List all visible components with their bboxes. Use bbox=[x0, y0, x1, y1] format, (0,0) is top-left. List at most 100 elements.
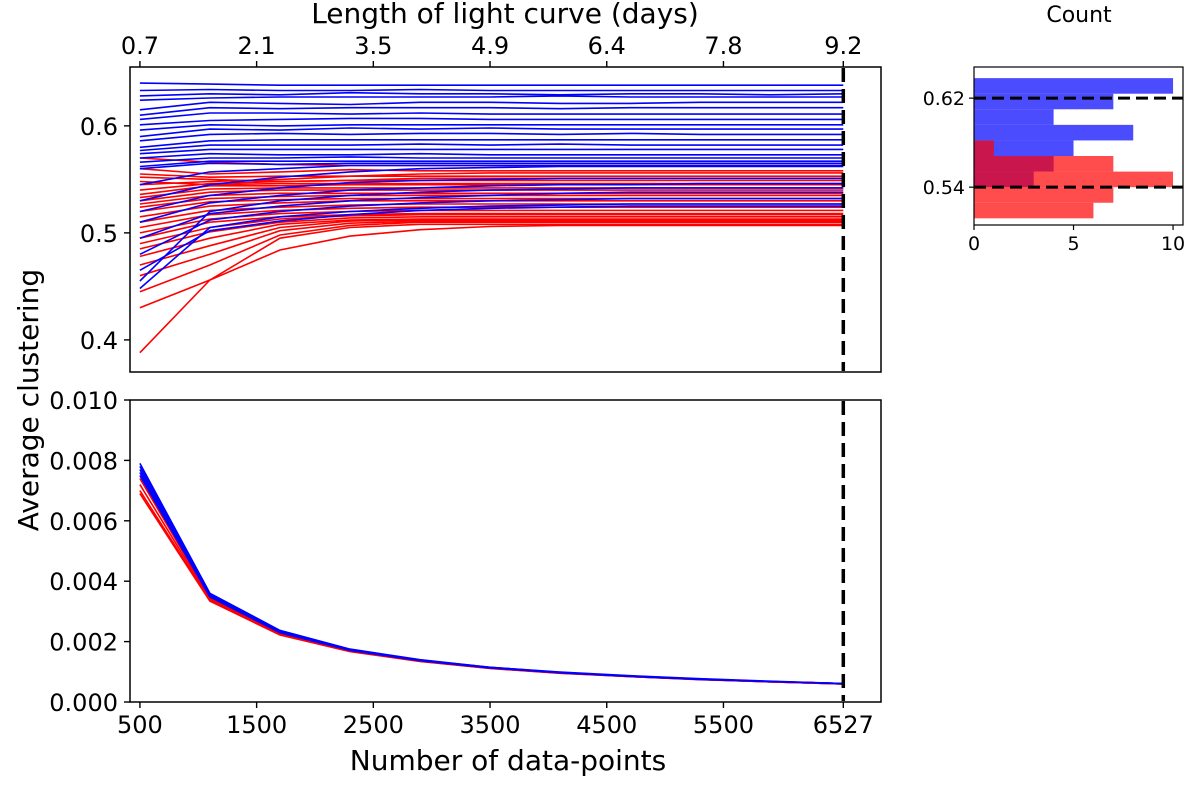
blue-series-24 bbox=[139, 197, 844, 256]
bottom-xtick-label: 3500 bbox=[459, 711, 520, 739]
red-series-21 bbox=[139, 218, 844, 258]
red-series-11 bbox=[139, 192, 844, 205]
top-xtick-label: 0.7 bbox=[121, 32, 159, 60]
blue-series-8 bbox=[139, 117, 844, 126]
red-series-22 bbox=[139, 219, 844, 266]
blue-series-3 bbox=[139, 91, 844, 97]
top-axis-title: Length of light curve (days) bbox=[311, 0, 699, 30]
blue-series-6 bbox=[139, 106, 844, 116]
blue-series-2 bbox=[139, 466, 844, 685]
top-panel: 0.4 0.5 0.6 0.7 2.1 3.5 4.9 6.4 7.8 9.2 Length of… bbox=[80, 0, 882, 373]
blue-series-5 bbox=[139, 101, 844, 111]
bottom-xtick-label: 6527 bbox=[813, 711, 874, 739]
bottom-xtick-label: 5500 bbox=[693, 711, 754, 739]
blue-series-27 bbox=[139, 203, 844, 290]
top-ytick-label: 0.4 bbox=[80, 327, 118, 355]
red-series-2 bbox=[139, 167, 844, 175]
histogram-xtick-label: 5 bbox=[1067, 233, 1079, 255]
top-xtick-label: 4.9 bbox=[471, 32, 509, 60]
red-hist-bar-1 bbox=[974, 202, 1094, 219]
histogram-ytick-label: 0.54 bbox=[923, 177, 965, 199]
red-hist-bar-3 bbox=[974, 171, 1174, 188]
red-series-4 bbox=[139, 493, 844, 685]
histogram-panel: 0.54 0.62 0 5 10 Count bbox=[923, 3, 1185, 255]
y-axis-label: Average clustering bbox=[12, 269, 45, 531]
blue-hist-bar-6 bbox=[974, 124, 1134, 141]
bottom-ytick-label: 0.000 bbox=[49, 689, 118, 717]
blue-series-23 bbox=[139, 191, 844, 239]
bottom-axis-ticks: 0.000 0.002 0.004 0.006 0.008 0.010 500 1500 250… bbox=[49, 387, 874, 739]
blue-series-22 bbox=[139, 182, 844, 223]
bottom-xtick-label: 2500 bbox=[343, 711, 404, 739]
blue-hist-bar-9 bbox=[974, 78, 1174, 94]
bottom-xtick-label: 4500 bbox=[576, 711, 637, 739]
bottom-ytick-label: 0.006 bbox=[49, 508, 118, 536]
red-series-16 bbox=[139, 206, 844, 229]
bottom-ytick-label: 0.008 bbox=[49, 447, 118, 475]
red-series-17 bbox=[139, 209, 844, 234]
bottom-ytick-label: 0.004 bbox=[49, 568, 118, 596]
blue-hist-bar-5 bbox=[974, 140, 1074, 157]
blue-hist-bar-7 bbox=[974, 109, 1054, 125]
bottom-panel: 0.000 0.002 0.004 0.006 0.008 0.010 500 1500 250… bbox=[49, 387, 882, 777]
bottom-plot-frame bbox=[129, 399, 882, 703]
red-series-19 bbox=[139, 213, 844, 245]
red-series-3 bbox=[139, 490, 844, 685]
red-series-18 bbox=[139, 212, 844, 239]
histogram-ytick-label: 0.62 bbox=[923, 88, 965, 110]
blue-series-17 bbox=[139, 160, 844, 168]
blue-series-12 bbox=[139, 139, 844, 149]
blue-series-18 bbox=[139, 162, 844, 170]
blue-series-1 bbox=[139, 463, 844, 685]
top-ytick-label: 0.5 bbox=[80, 220, 118, 248]
red-series-3 bbox=[139, 173, 844, 179]
histogram-title: Count bbox=[1046, 3, 1112, 28]
top-xtick-label: 3.5 bbox=[354, 32, 392, 60]
blue-series-3 bbox=[139, 469, 844, 685]
top-xtick-label: 6.4 bbox=[588, 32, 626, 60]
blue-series-15 bbox=[139, 152, 844, 159]
blue-series-5 bbox=[139, 475, 844, 685]
blue-series-2 bbox=[139, 88, 844, 92]
top-ytick-label: 0.6 bbox=[80, 113, 118, 141]
histogram-xtick-label: 10 bbox=[1161, 233, 1185, 255]
red-series-23 bbox=[139, 220, 844, 277]
red-hist-bar-2 bbox=[974, 187, 1114, 203]
blue-series-13 bbox=[139, 143, 844, 152]
blue-series-14 bbox=[139, 148, 844, 155]
red-hist-bar-5 bbox=[974, 140, 994, 157]
blue-series-19 bbox=[139, 164, 844, 186]
red-series-8 bbox=[139, 183, 844, 196]
histogram-xtick-label: 0 bbox=[968, 233, 980, 255]
blue-series-1 bbox=[139, 82, 844, 86]
histogram-ticks: 0.54 0.62 0 5 10 bbox=[923, 88, 1185, 255]
blue-series-9 bbox=[139, 123, 844, 131]
blue-series-20 bbox=[139, 165, 844, 202]
blue-series-4 bbox=[139, 472, 844, 685]
x-axis-label: Number of data-points bbox=[350, 744, 666, 777]
bottom-xtick-label: 500 bbox=[117, 711, 163, 739]
red-series-25 bbox=[139, 223, 844, 309]
bottom-ytick-label: 0.002 bbox=[49, 629, 118, 657]
blue-series-10 bbox=[139, 127, 844, 138]
blue-series-11 bbox=[139, 132, 844, 142]
blue-series-25 bbox=[139, 205, 844, 271]
bottom-xtick-label: 1500 bbox=[226, 711, 287, 739]
histogram-bars bbox=[974, 78, 1174, 219]
blue-hist-bar-8 bbox=[974, 93, 1114, 110]
blue-series-21 bbox=[139, 177, 844, 213]
top-plot-frame bbox=[129, 66, 882, 373]
histogram-frame bbox=[973, 66, 1184, 226]
red-series-26 bbox=[139, 224, 844, 354]
red-hist-bar-4 bbox=[974, 156, 1114, 172]
red-series-24 bbox=[139, 221, 844, 293]
top-xtick-label: 7.8 bbox=[704, 32, 742, 60]
blue-series-16 bbox=[139, 156, 844, 163]
top-xtick-label: 9.2 bbox=[824, 32, 862, 60]
red-series-20 bbox=[139, 216, 844, 250]
top-xtick-label: 2.1 bbox=[238, 32, 276, 60]
blue-series-7 bbox=[139, 112, 844, 121]
top-axis-ticks: 0.4 0.5 0.6 0.7 2.1 3.5 4.9 6.4 7.8 9.2 bbox=[80, 32, 863, 355]
red-series-2 bbox=[139, 484, 844, 685]
top-series-group bbox=[139, 82, 844, 354]
